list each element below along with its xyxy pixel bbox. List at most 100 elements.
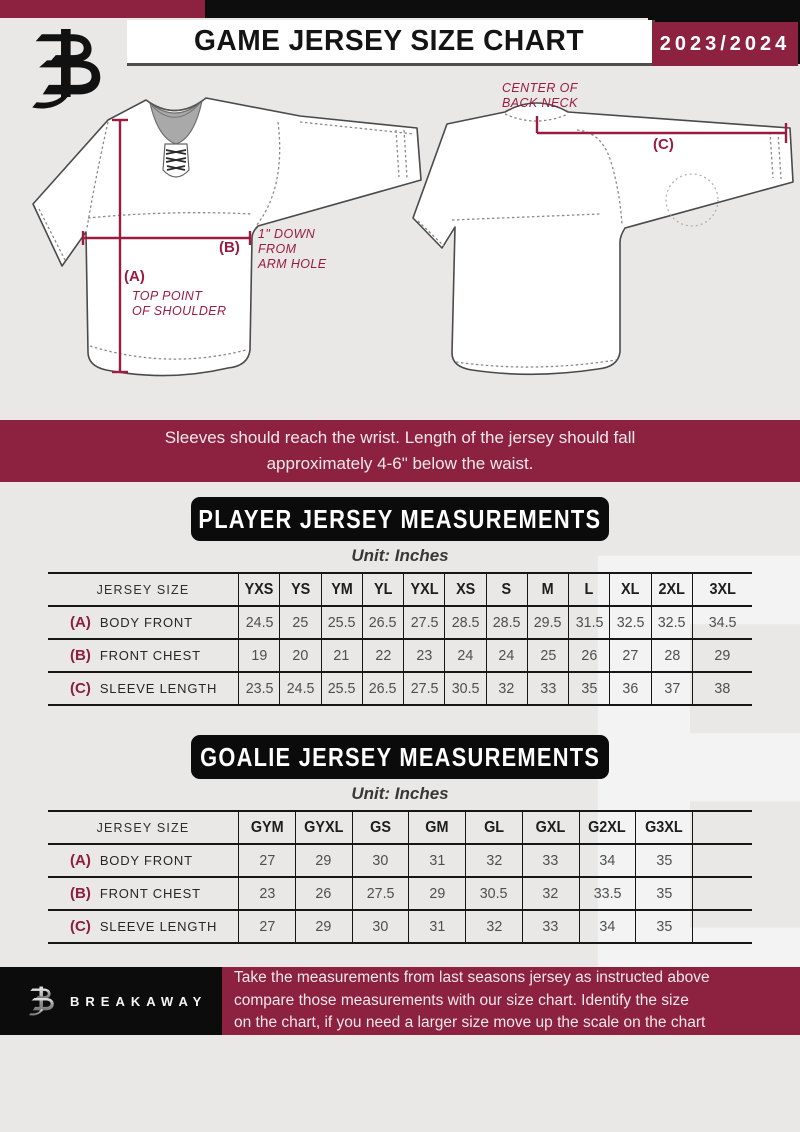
size-column-g3xl: G3XL	[635, 812, 692, 843]
measurement-value: 26	[294, 878, 352, 909]
measurement-value: 26	[568, 640, 609, 671]
jersey-size-label: JERSEY SIZE	[96, 582, 190, 597]
fit-notice-line1: Sleeves should reach the wrist. Length o…	[164, 427, 636, 447]
top-strip-maroon	[0, 0, 205, 18]
measurement-row: (B) FRONT CHEST 23 26 27.5 29 30.5 32 33.5 35	[48, 878, 752, 911]
size-column-gs: GS	[351, 812, 409, 843]
measurement-value: 33.5	[578, 878, 636, 909]
measurement-value: 30.5	[465, 878, 522, 909]
row-key: (C)	[70, 918, 91, 935]
row-label: BODY FRONT	[99, 615, 193, 630]
page-title: GAME JERSEY SIZE CHART	[194, 25, 585, 57]
size-column-m: M	[526, 574, 568, 605]
breakaway-b-logo-icon	[24, 22, 112, 123]
row-header: (B) FRONT CHEST	[48, 640, 238, 671]
measurement-value: 29	[408, 878, 465, 909]
goalie-unit-label: Unit: Inches	[351, 784, 449, 803]
size-column-gm: GM	[408, 812, 465, 843]
size-column-s: S	[485, 574, 527, 605]
measurement-value: 35	[568, 673, 609, 704]
player-unit-label: Unit: Inches	[351, 546, 449, 565]
measurement-row: (A) BODY FRONT 27 29 30 31 32 33 34 35	[48, 845, 752, 878]
row-label: SLEEVE LENGTH	[99, 919, 218, 934]
row-key: (B)	[70, 885, 91, 902]
row-label: FRONT CHEST	[99, 886, 201, 901]
jersey-size-label: JERSEY SIZE	[96, 820, 190, 835]
size-column-2xl: 2XL	[650, 574, 692, 605]
measurement-value: 21	[320, 640, 362, 671]
front-label-a: (A)	[124, 268, 145, 285]
goalie-size-table: JERSEY SIZE GYM GYXL GS GM GL GXL G2XL G3XL (A) BO…	[48, 810, 752, 944]
row-key: (B)	[70, 647, 91, 664]
measurement-value: 28.5	[485, 607, 527, 638]
measurement-value: 30	[351, 911, 409, 942]
goalie-section: GOALIE JERSEY MEASUREMENTS Unit: Inches …	[0, 735, 800, 944]
size-column-l: L	[568, 574, 609, 605]
footer-brand-block: BREAKAWAY	[0, 967, 222, 1035]
row-key: (A)	[70, 852, 91, 869]
front-label-b: (B)	[219, 239, 240, 256]
breakaway-b-footer-icon	[28, 986, 54, 1016]
size-column-yl: YL	[361, 574, 403, 605]
measurement-value: 29	[294, 911, 352, 942]
jersey-diagrams: (A) TOP POINT OF SHOULDER (B) 1" DOWN FR…	[0, 70, 800, 420]
measurement-value: 27.5	[351, 878, 409, 909]
measurement-value: 27.5	[403, 607, 444, 638]
blank-cell	[692, 911, 752, 942]
measurement-value: 28	[650, 640, 692, 671]
measurement-value: 29.5	[526, 607, 568, 638]
measurement-value: 27.5	[403, 673, 444, 704]
back-label-c: (C)	[653, 136, 674, 153]
jersey-diagram-art	[32, 97, 794, 377]
measurement-value: 24.5	[279, 673, 320, 704]
measurement-value: 37	[650, 673, 692, 704]
measurement-value: 23.5	[238, 673, 279, 704]
player-heading-pill: PLAYER JERSEY MEASUREMENTS	[191, 497, 609, 541]
row-header: (C) SLEEVE LENGTH	[48, 911, 238, 942]
row-header: (C) SLEEVE LENGTH	[48, 673, 238, 704]
player-size-table: JERSEY SIZE YXS YS YM YL YXL XS S M L XL 2XL 3XL (A) B…	[48, 572, 752, 706]
measurement-value: 29	[692, 640, 752, 671]
fit-notice-line2: approximately 4-6" below the waist.	[266, 454, 534, 473]
measurement-value: 28.5	[444, 607, 485, 638]
measurement-value: 24.5	[238, 607, 279, 638]
row-key: (A)	[70, 614, 91, 631]
measurement-value: 25	[279, 607, 320, 638]
measurement-value: 36	[609, 673, 650, 704]
fit-notice-banner: Sleeves should reach the wrist. Length o…	[0, 420, 800, 482]
row-label: FRONT CHEST	[99, 648, 201, 663]
measurement-value: 34.5	[692, 607, 752, 638]
measurement-value: 29	[294, 845, 352, 876]
measurement-value: 27	[238, 911, 295, 942]
goalie-heading: GOALIE JERSEY MEASUREMENTS	[199, 741, 601, 772]
measurement-value: 33	[526, 673, 568, 704]
size-column-g2xl: G2XL	[578, 812, 636, 843]
measurement-value: 24	[485, 640, 527, 671]
size-column-ys: YS	[279, 574, 320, 605]
front-label-b-desc: 1" DOWN FROM ARM HOLE	[258, 227, 327, 271]
measurement-value: 20	[279, 640, 320, 671]
measurement-value: 23	[403, 640, 444, 671]
measurement-value: 32.5	[609, 607, 650, 638]
size-column-yxl: YXL	[403, 574, 444, 605]
size-column-ym: YM	[320, 574, 362, 605]
measurement-row: (B) FRONT CHEST 19 20 21 22 23 24 24 25 26 27 28 29	[48, 640, 752, 673]
measurement-row: (C) SLEEVE LENGTH 27 29 30 31 32 33 34 35	[48, 911, 752, 944]
measurement-value: 32	[465, 911, 522, 942]
title-bar: GAME JERSEY SIZE CHART	[127, 20, 655, 66]
size-column-xl: XL	[609, 574, 650, 605]
measurement-value: 25	[526, 640, 568, 671]
footer-instructions-block: Take the measurements from last seasons …	[222, 967, 800, 1035]
measurement-value: 26.5	[361, 673, 403, 704]
measurement-row: (A) BODY FRONT 24.5 25 25.5 26.5 27.5 28.5 28.5 2…	[48, 607, 752, 640]
measurement-value: 35	[635, 911, 692, 942]
player-heading: PLAYER JERSEY MEASUREMENTS	[198, 503, 602, 534]
measurement-value: 32	[485, 673, 527, 704]
measurement-value: 23	[238, 878, 295, 909]
size-header-row: JERSEY SIZE YXS YS YM YL YXL XS S M L XL 2XL 3XL	[48, 572, 752, 607]
measurement-value: 31	[408, 911, 465, 942]
row-header: (A) BODY FRONT	[48, 845, 238, 876]
blank-column	[692, 812, 752, 843]
measurement-value: 35	[635, 845, 692, 876]
measurement-row: (C) SLEEVE LENGTH 23.5 24.5 25.5 26.5 27.5 30.5…	[48, 673, 752, 706]
